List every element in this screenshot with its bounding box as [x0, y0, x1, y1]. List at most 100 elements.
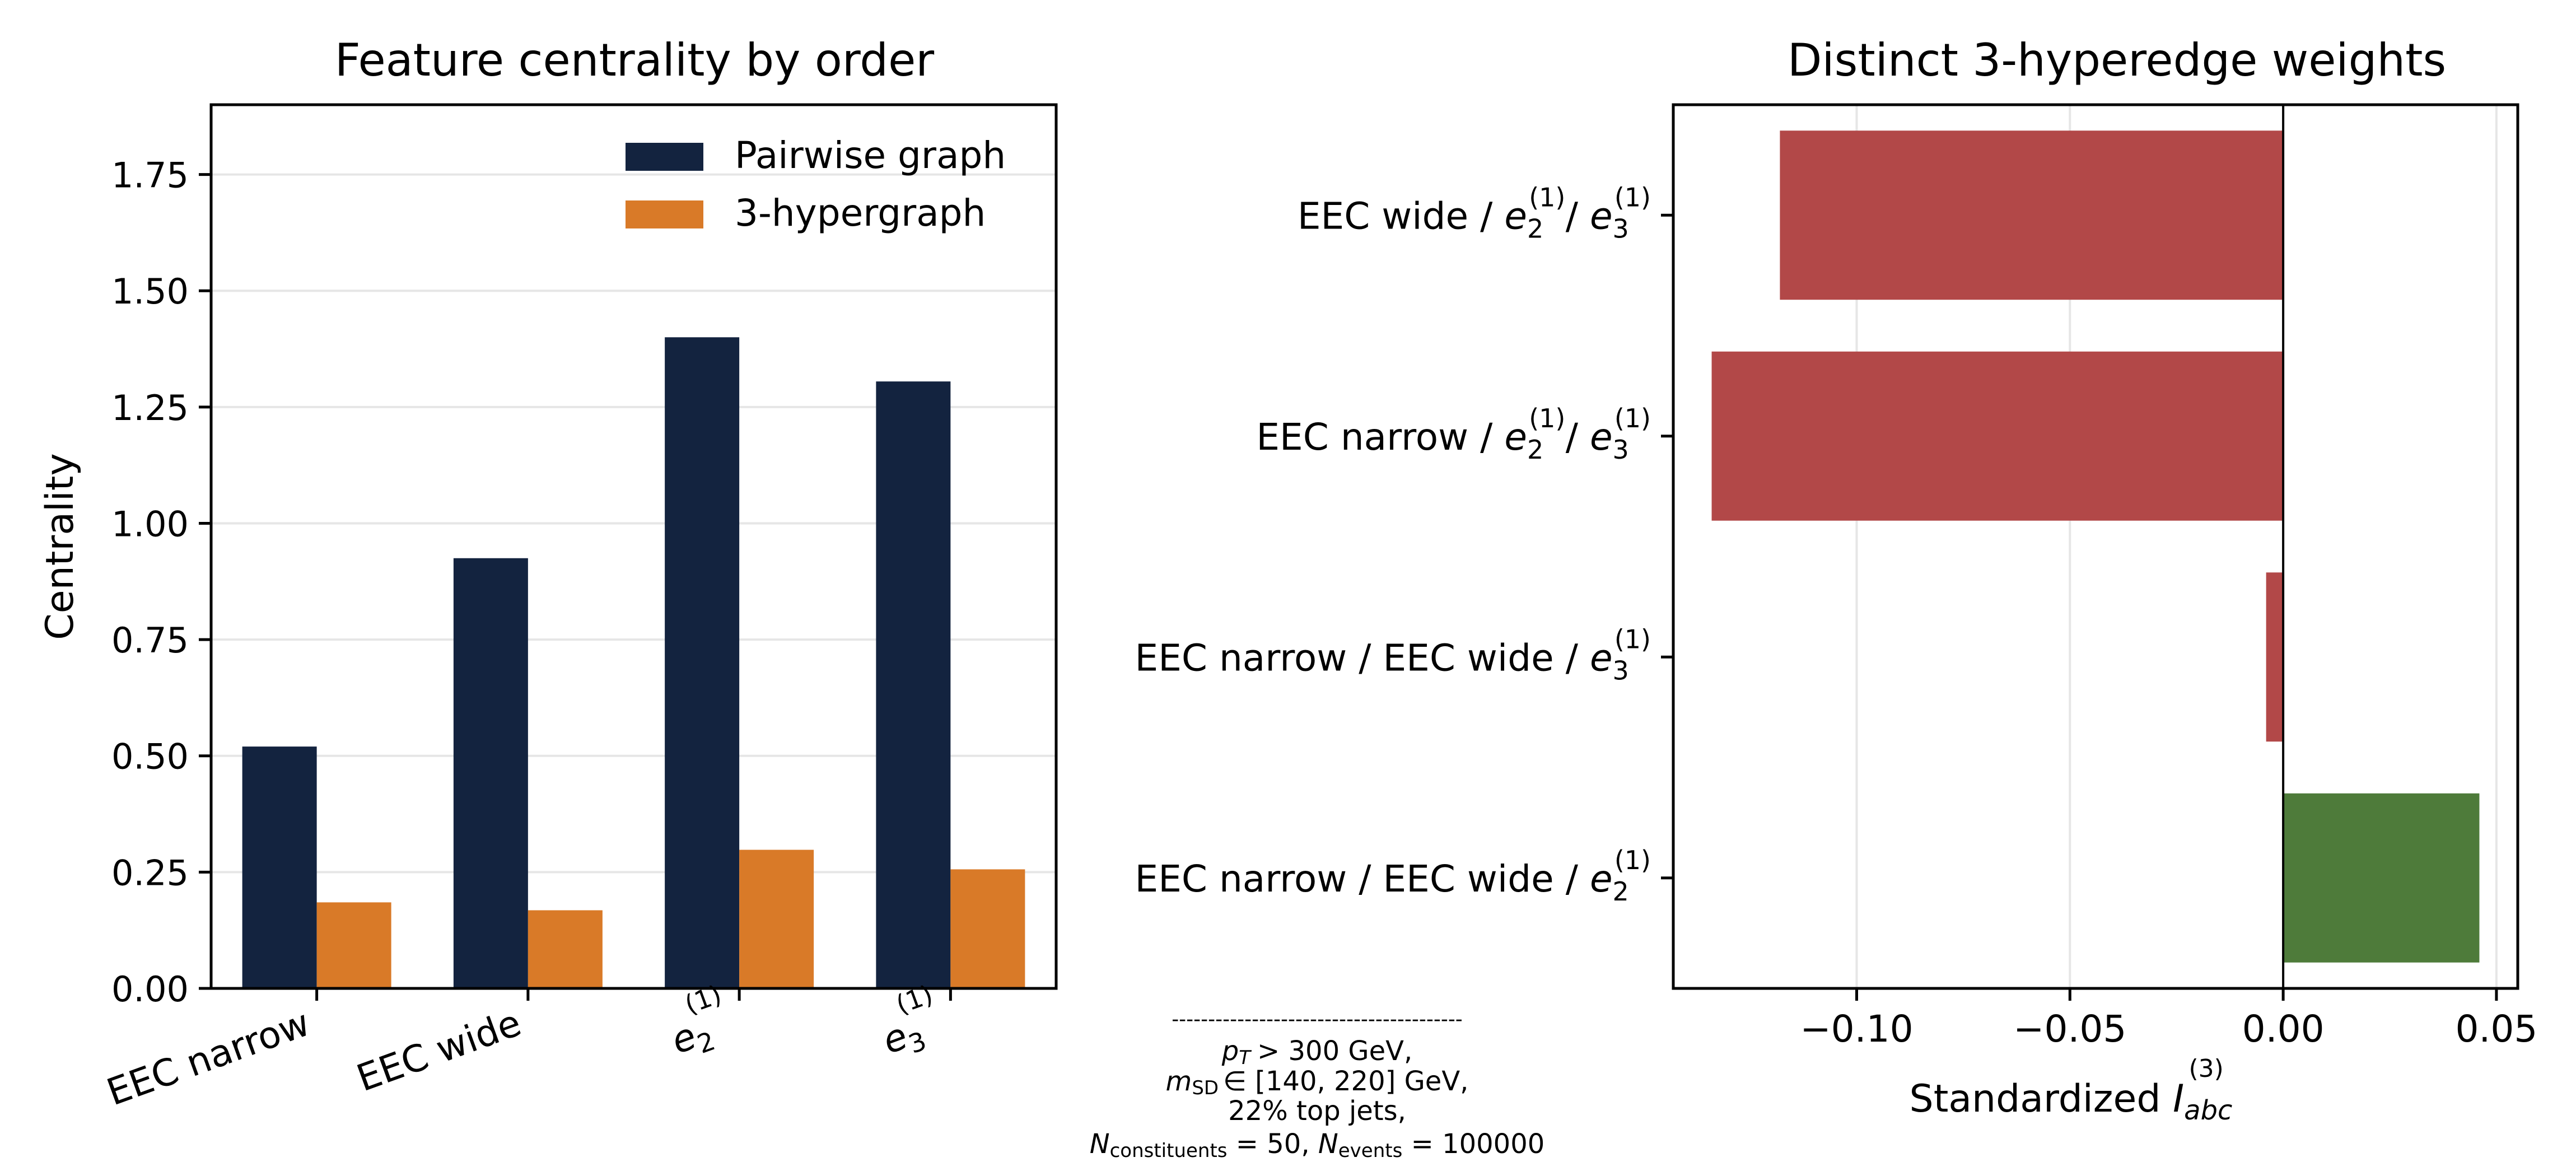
right-y-tick-sup: (1)	[1614, 182, 1651, 212]
right-y-tick-sup: (1)	[1529, 182, 1565, 212]
right-chart-title: Distinct 3-hyperedge weights	[1788, 34, 2446, 86]
hyperedge-bar-3	[2283, 793, 2480, 963]
annotation-nconst-sub: constituents	[1110, 1140, 1228, 1162]
right-y-tick-separator: /	[1566, 194, 1590, 237]
right-y-tick-separator: /	[1566, 416, 1590, 459]
annotation-line-3: 22% top jets,	[1228, 1095, 1406, 1127]
right-y-tick-sup: (1)	[1614, 403, 1651, 433]
legend-swatch-0	[626, 143, 703, 171]
annotation-pt-symbol: p	[1221, 1035, 1239, 1067]
left-x-tick-text: EEC wide	[351, 1001, 526, 1100]
right-x-tick-label: 0.05	[2455, 1007, 2537, 1051]
right-y-tick-sub: 3	[1613, 213, 1629, 244]
annotation-line-1: pT > 300 GeV,	[1221, 1035, 1412, 1069]
bar-hypergraph-0	[316, 902, 391, 988]
right-y-tick-symbol: e	[1504, 194, 1527, 237]
left-x-tick-label: e3(1)	[869, 979, 951, 1067]
legend-label-1: 3-hypergraph	[735, 192, 986, 235]
right-x-axis: −0.10 −0.05 0.00 0.05	[1800, 988, 2537, 1051]
right-y-tick-label: EEC narrow / EEC wide / e3(1)	[1135, 624, 1651, 685]
bar-hypergraph-1	[528, 910, 603, 988]
bar-pairwise-2	[665, 337, 740, 988]
left-y-axis-label: Centrality	[38, 453, 82, 640]
left-chart-title: Feature centrality by order	[335, 34, 935, 86]
left-legend: Pairwise graph 3-hypergraph	[626, 134, 1006, 235]
hyperedge-chart: Distinct 3-hyperedge weights −0.10 −0.05 0…	[1135, 34, 2538, 1126]
annotation-separator: ----------------------------------------	[1172, 1008, 1463, 1031]
hyperedge-bar-0	[1780, 130, 2284, 300]
right-y-tick-text: EEC narrow / EEC wide /	[1135, 857, 1590, 900]
right-x-axis-label: Standardized Iabc (3)	[1910, 1054, 2233, 1126]
right-y-tick-label: EEC narrow / EEC wide / e2(1)	[1135, 845, 1651, 907]
annotation-nevents-symbol: N	[1318, 1128, 1338, 1160]
right-x-tick-label: 0.00	[2242, 1007, 2325, 1051]
left-y-tick-label: 1.50	[111, 271, 189, 312]
annotation-nevents-sub: events	[1338, 1140, 1403, 1162]
annotation-nevents-value: = 100000	[1402, 1128, 1544, 1160]
legend-label-0: Pairwise graph	[735, 134, 1006, 177]
right-y-tick-text: EEC narrow /	[1256, 416, 1504, 459]
right-y-tick-sub: 2	[1527, 213, 1543, 244]
left-y-tick-label: 0.75	[111, 620, 189, 661]
right-y-tick-symbol: e	[1590, 416, 1613, 459]
right-x-axis-label-sup: (3)	[2188, 1054, 2223, 1083]
right-y-tick-sub: 3	[1613, 655, 1629, 685]
right-y-tick-symbol: e	[1504, 416, 1527, 459]
annotation-msd-symbol: m	[1166, 1066, 1192, 1097]
right-y-tick-symbol: e	[1590, 857, 1613, 900]
left-x-tick-label: EEC narrow	[101, 1001, 315, 1114]
right-y-tick-sup: (1)	[1614, 624, 1651, 654]
right-x-tick-label: −0.05	[2013, 1007, 2126, 1051]
left-y-tick-label: 1.25	[111, 388, 189, 428]
bar-hypergraph-2	[739, 850, 814, 988]
right-y-tick-label: EEC narrow / e2(1) / e3(1)	[1256, 403, 1651, 465]
right-y-tick-text: EEC narrow / EEC wide /	[1135, 636, 1590, 679]
right-y-tick-symbol: e	[1590, 194, 1613, 237]
bar-pairwise-3	[876, 381, 951, 989]
right-x-axis-label-text: Standardized	[1910, 1077, 2173, 1121]
left-y-tick-label: 1.00	[111, 503, 189, 544]
left-plot-frame	[209, 103, 1058, 990]
legend-swatch-1	[626, 200, 703, 228]
right-y-tick-sub: 2	[1527, 435, 1543, 465]
right-x-axis-label-symbol: I	[2173, 1077, 2184, 1121]
right-plot-frame	[1672, 103, 2519, 990]
right-bars	[1711, 105, 2480, 988]
right-y-axis: EEC wide / e2(1) / e3(1) EEC narrow / e2…	[1135, 182, 1673, 907]
bar-hypergraph-3	[950, 869, 1025, 988]
annotation-pt-value: > 300 GeV,	[1257, 1035, 1412, 1067]
right-y-tick-symbol: e	[1590, 636, 1613, 679]
left-gridlines	[211, 173, 1056, 874]
left-bars	[242, 337, 1025, 989]
right-y-tick-text: EEC wide /	[1298, 194, 1504, 237]
right-x-axis-label-sub: abc	[2184, 1095, 2232, 1126]
right-y-tick-sup: (1)	[1614, 845, 1651, 875]
annotation-nconst-value: = 50,	[1228, 1128, 1318, 1160]
hyperedge-bar-1	[1711, 351, 2284, 521]
centrality-chart: Feature centrality by order 0.00 0.25 0.50…	[38, 34, 1058, 1114]
annotation-msd-value: ∈ [140, 220] GeV,	[1223, 1066, 1468, 1097]
right-x-tick-label: −0.10	[1800, 1007, 1913, 1051]
bar-pairwise-1	[453, 558, 528, 988]
left-y-tick-label: 0.25	[111, 852, 189, 893]
left-y-tick-label: 0.00	[111, 969, 189, 1010]
hyperedge-bar-2	[2266, 572, 2284, 742]
annotation-nconst-symbol: N	[1090, 1128, 1110, 1160]
right-y-tick-label: EEC wide / e2(1) / e3(1)	[1298, 182, 1651, 244]
right-y-tick-sub: 2	[1613, 876, 1629, 907]
right-y-tick-sub: 3	[1613, 435, 1629, 465]
left-x-tick-text: EEC narrow	[101, 1001, 315, 1114]
right-y-tick-sup: (1)	[1529, 403, 1565, 433]
annotation-line-2: mSD ∈ [140, 220] GeV,	[1166, 1066, 1469, 1099]
left-y-tick-label: 1.75	[111, 155, 189, 196]
annotation-pt-sub: T	[1239, 1047, 1252, 1069]
annotation-line-4: Nconstituents = 50, Nevents = 100000	[1090, 1128, 1545, 1162]
left-x-tick-label: EEC wide	[351, 1001, 526, 1100]
left-y-tick-label: 0.50	[111, 736, 189, 777]
annotation-msd-sub: SD	[1192, 1077, 1219, 1099]
bar-pairwise-0	[242, 746, 317, 988]
left-x-axis: EEC narrow EEC wide e2(1) e3(1)	[101, 979, 952, 1114]
annotation: ----------------------------------------…	[1090, 1008, 1545, 1162]
left-y-axis: 0.00 0.25 0.50 0.75 1.00 1.25 1.50 1.75	[111, 155, 211, 1010]
